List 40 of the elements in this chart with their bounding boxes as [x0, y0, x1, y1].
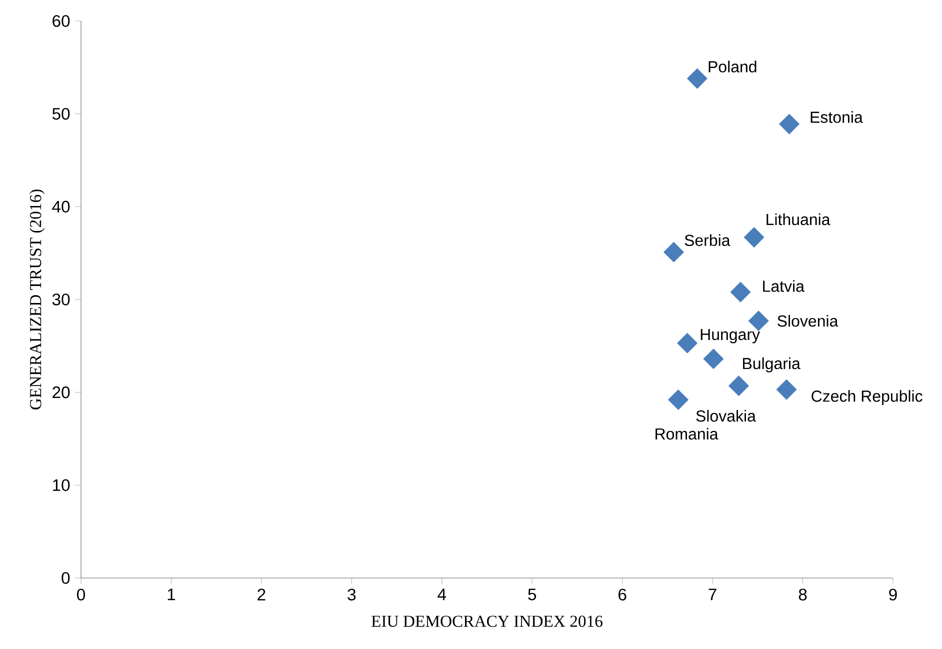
- x-tick-label: 3: [348, 588, 356, 600]
- x-tick-label: 9: [889, 588, 897, 600]
- annotation: Romania: [656, 428, 718, 440]
- x-axis-title: EIU DEMOCRACY INDEX 2016: [372, 616, 602, 627]
- point: [703, 348, 724, 370]
- annotation: Slovakia: [696, 410, 756, 422]
- annotation: Czech Republic: [812, 390, 922, 405]
- x-tick-label: 1: [168, 588, 176, 600]
- y-tick-label: 50: [52, 108, 70, 120]
- annotation: Lithuania: [766, 213, 830, 226]
- y-tick-label: 10: [53, 479, 70, 492]
- point: [730, 282, 751, 302]
- x-tick-label: 6: [618, 588, 626, 600]
- point: [664, 242, 684, 262]
- point: [728, 376, 749, 396]
- annotation: Serbia: [684, 234, 730, 246]
- annotation: Estonia: [810, 111, 863, 123]
- y-tick-label: 0: [62, 572, 70, 584]
- x-tick-label: 7: [708, 588, 716, 600]
- y-tick-label: 40: [52, 200, 70, 213]
- point: [677, 332, 698, 354]
- annotation: Bulgaria: [743, 357, 800, 372]
- point: [779, 114, 800, 134]
- point: [776, 379, 797, 400]
- point: [744, 227, 764, 248]
- x-tick-label: 0: [77, 588, 85, 600]
- annotation: Hungary: [700, 328, 760, 344]
- x-tick-label: 5: [528, 588, 536, 600]
- annotation: Latvia: [763, 280, 804, 292]
- annotation: Slovenia: [778, 314, 838, 327]
- point: [668, 390, 688, 410]
- y-tick-label: 60: [52, 15, 70, 27]
- y-axis-title: GENERALIZED TRUST (2016): [29, 190, 45, 410]
- x-tick-label: 8: [798, 588, 807, 600]
- y-tick-label: 20: [52, 386, 70, 398]
- point: [687, 68, 708, 89]
- annotation: Poland: [708, 60, 756, 72]
- x-tick-label: 2: [258, 588, 266, 600]
- y-tick-label: 30: [52, 294, 70, 306]
- x-tick-label: 4: [438, 588, 446, 600]
